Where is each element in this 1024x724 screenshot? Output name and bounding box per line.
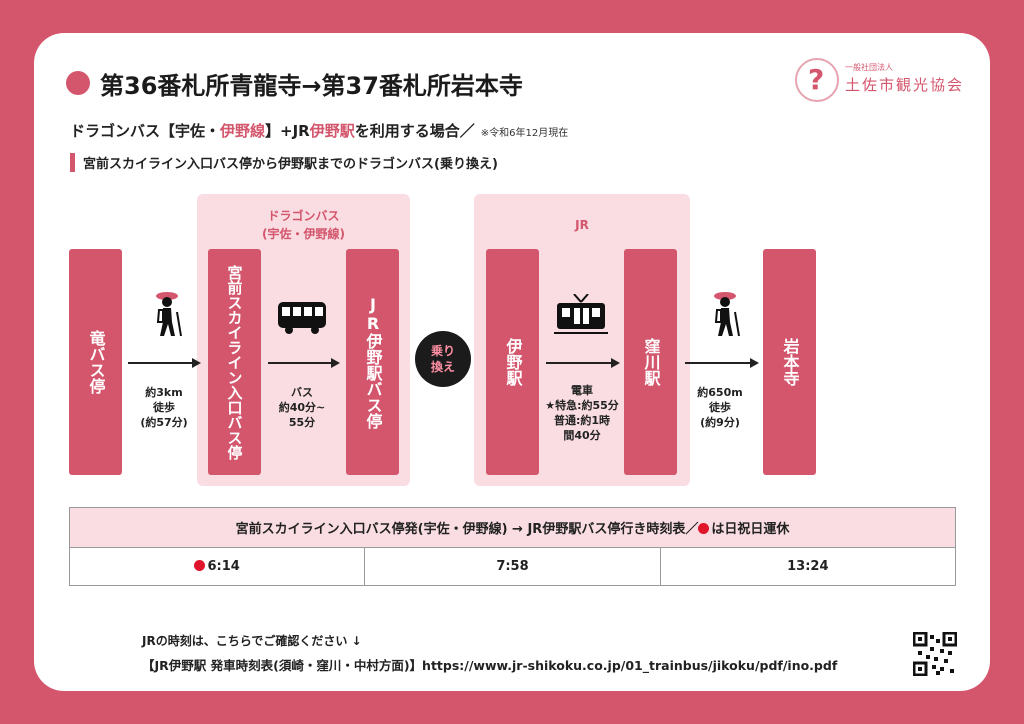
jr-timetable-note: JRの時刻は、こちらでご確認ください ↓ <box>142 634 362 648</box>
date-note: ※令和6年12月現在 <box>480 128 569 139</box>
subtitle-text: 】+JR <box>265 122 310 140</box>
stop-kubokawa-station: 窪川駅 <box>624 249 677 475</box>
timetable: 宮前スカイライン入口バス停発(宇佐・伊野線) → JR伊野駅バス停行き時刻表／は… <box>68 507 957 586</box>
subtitle-highlight: 伊野駅 <box>309 122 355 140</box>
logo-name: 土佐市観光協会 <box>845 76 965 94</box>
stop-tatsu-bus: 竜バス停 <box>69 249 122 475</box>
question-mark-logo-icon: ? <box>795 58 839 102</box>
leg1-arrow <box>128 358 201 368</box>
tourism-association-logo: ? 一般社団法人 土佐市観光協会 <box>795 58 970 102</box>
departure-time: 7:58 <box>364 547 661 586</box>
qr-code-icon[interactable] <box>913 632 957 676</box>
leg3-arrow <box>546 358 620 368</box>
subtitle-text: を利用する場合／ <box>354 122 475 140</box>
route-subtitle: ドラゴンバス【宇佐・伊野線】+JR伊野駅を利用する場合／ ※令和6年12月現在 <box>70 120 568 141</box>
departure-time: 13:24 <box>659 547 957 586</box>
section-label: 宮前スカイライン入口バス停から伊野駅までのドラゴンバス(乗り換え) <box>70 153 498 172</box>
leg2-arrow <box>268 358 340 368</box>
logo-subtext: 一般社団法人 <box>845 63 893 72</box>
stop-ino-station: 伊野駅 <box>486 249 539 475</box>
dragon-bus-label: ドラゴンバス (宇佐・伊野線) <box>262 209 345 241</box>
subtitle-highlight: 伊野線 <box>220 122 266 140</box>
holiday-dot-icon <box>698 523 710 534</box>
leg3-label: 電車 ★特急:約55分 普通:約1時 間40分 <box>545 384 619 442</box>
holiday-dot-icon <box>194 560 206 571</box>
leg1-label: 約3km 徒歩 (約57分) <box>140 386 188 429</box>
bus-icon <box>278 302 326 334</box>
leg4-arrow <box>685 358 759 368</box>
title-bullet-icon <box>66 71 90 95</box>
leg2-label: バス 約40分~ 55分 <box>278 386 326 429</box>
hiker-icon <box>156 292 182 337</box>
page-title: 第36番札所青龍寺→第37番札所岩本寺 <box>100 72 523 100</box>
subtitle-text: ドラゴンバス【宇佐・ <box>70 122 221 140</box>
transfer-badge: 乗り 換え <box>415 331 471 387</box>
stop-iwamotoji: 岩本寺 <box>763 249 816 475</box>
train-icon <box>554 294 608 334</box>
leg4-label: 約650m 徒歩 (約9分) <box>697 386 743 429</box>
stop-jr-ino-bus: JR伊野駅バス停 <box>346 249 399 475</box>
hiker-icon <box>714 292 740 337</box>
timetable-header: 宮前スカイライン入口バス停発(宇佐・伊野線) → JR伊野駅バス停行き時刻表／は… <box>69 507 956 548</box>
jr-timetable-link[interactable]: 【JR伊野駅 発車時刻表(須崎・窪川・中村方面)】https://www.jr-… <box>142 658 838 673</box>
stop-miyamae-skyline: 宮前スカイライン入口バス停 <box>208 249 261 475</box>
departure-time: 6:14 <box>68 547 366 586</box>
jr-label: JR <box>575 218 589 232</box>
